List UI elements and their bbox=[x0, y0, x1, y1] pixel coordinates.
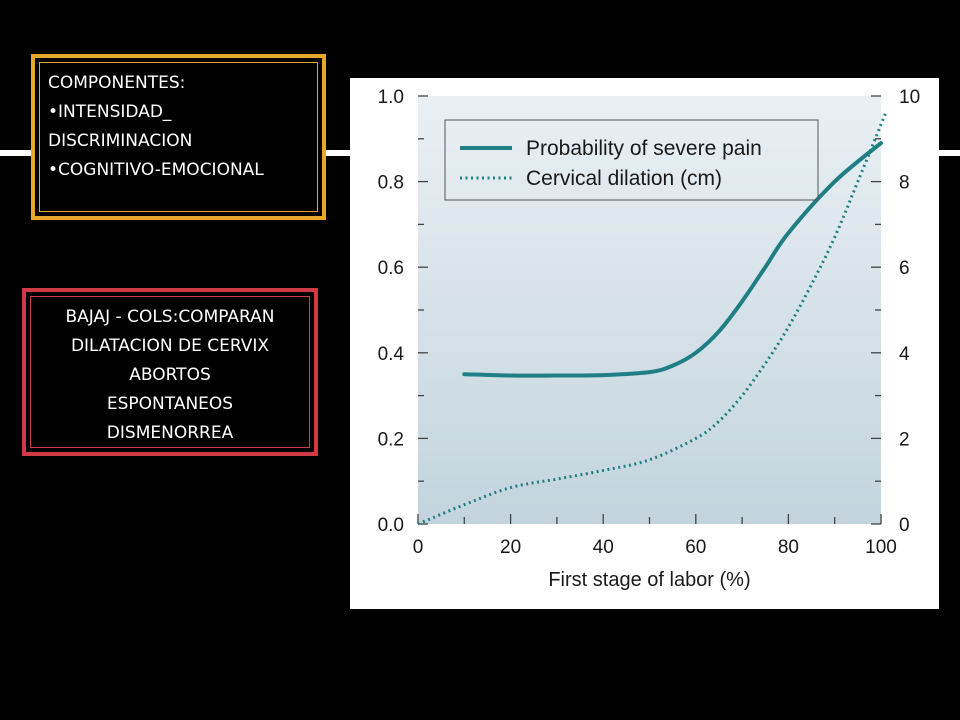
right-y-tick-label: 2 bbox=[899, 429, 910, 450]
comparison-line-5: DISMENORREA bbox=[106, 423, 234, 443]
chart-panel: 0 20 40 60 80 100 0.0 0.2 0.4 0.6 0.8 1.0 0 2 4 6 8 10 Pr… bbox=[350, 78, 939, 609]
comparison-line-4: ESPONTANEOS bbox=[106, 394, 234, 414]
legend-label-cervical-dilation: Cervical dilation (cm) bbox=[526, 167, 722, 190]
axis-ticks: 0 20 40 60 80 100 0.0 0.2 0.4 0.6 0.8 1.0 0 2 4 6 8 10 bbox=[378, 87, 921, 558]
series-line-probability-of-severe-pain bbox=[462, 141, 883, 378]
divider-line-right bbox=[939, 150, 960, 156]
components-title: COMPONENTES: bbox=[48, 73, 186, 93]
legend-label-probability-of-severe-pain: Probability of severe pain bbox=[526, 137, 762, 160]
left-y-tick-label: 0.0 bbox=[378, 515, 404, 536]
components-box: COMPONENTES: •INTENSIDAD_ DISCRIMINACION… bbox=[31, 54, 326, 220]
x-tick-label: 60 bbox=[685, 537, 706, 558]
left-y-tick-label: 0.6 bbox=[378, 258, 404, 279]
comparison-box: BAJAJ - COLS:COMPARAN DILATACION DE CERV… bbox=[22, 288, 318, 456]
comparison-line-2: DILATACION DE CERVIX bbox=[70, 336, 270, 356]
x-tick-label: 0 bbox=[413, 537, 424, 558]
components-item-cognitive: •COGNITIVO-EMOCIONAL bbox=[48, 160, 264, 180]
comparison-line-3: ABORTOS bbox=[129, 365, 211, 385]
x-axis-title: First stage of labor (%) bbox=[548, 569, 750, 591]
divider-line-middle bbox=[326, 150, 350, 156]
comparison-box-inner: BAJAJ - COLS:COMPARAN DILATACION DE CERV… bbox=[30, 296, 310, 448]
x-tick-label: 20 bbox=[500, 537, 521, 558]
right-y-tick-label: 6 bbox=[899, 258, 910, 279]
right-y-tick-label: 8 bbox=[899, 173, 910, 194]
components-item-intensity: •INTENSIDAD_ DISCRIMINACION bbox=[48, 102, 193, 151]
left-y-tick-label: 1.0 bbox=[378, 87, 404, 108]
x-tick-label: 40 bbox=[593, 537, 614, 558]
right-y-tick-label: 4 bbox=[899, 344, 910, 365]
divider-line-left bbox=[0, 150, 31, 156]
series-line-cervical-dilation bbox=[417, 112, 887, 526]
plot-area bbox=[418, 96, 881, 524]
right-y-tick-label: 0 bbox=[899, 515, 910, 536]
x-tick-label: 100 bbox=[865, 537, 897, 558]
x-tick-label: 80 bbox=[778, 537, 799, 558]
comparison-line-1: BAJAJ - COLS:COMPARAN bbox=[65, 307, 275, 327]
left-y-tick-label: 0.8 bbox=[378, 173, 404, 194]
right-y-tick-label: 10 bbox=[899, 87, 920, 108]
left-y-tick-label: 0.2 bbox=[378, 429, 404, 450]
left-y-tick-label: 0.4 bbox=[378, 344, 405, 365]
components-box-inner: COMPONENTES: •INTENSIDAD_ DISCRIMINACION… bbox=[39, 62, 318, 212]
labor-pain-chart: 0 20 40 60 80 100 0.0 0.2 0.4 0.6 0.8 1.0 0 2 4 6 8 10 Pr… bbox=[378, 87, 921, 591]
legend-box bbox=[444, 119, 819, 201]
